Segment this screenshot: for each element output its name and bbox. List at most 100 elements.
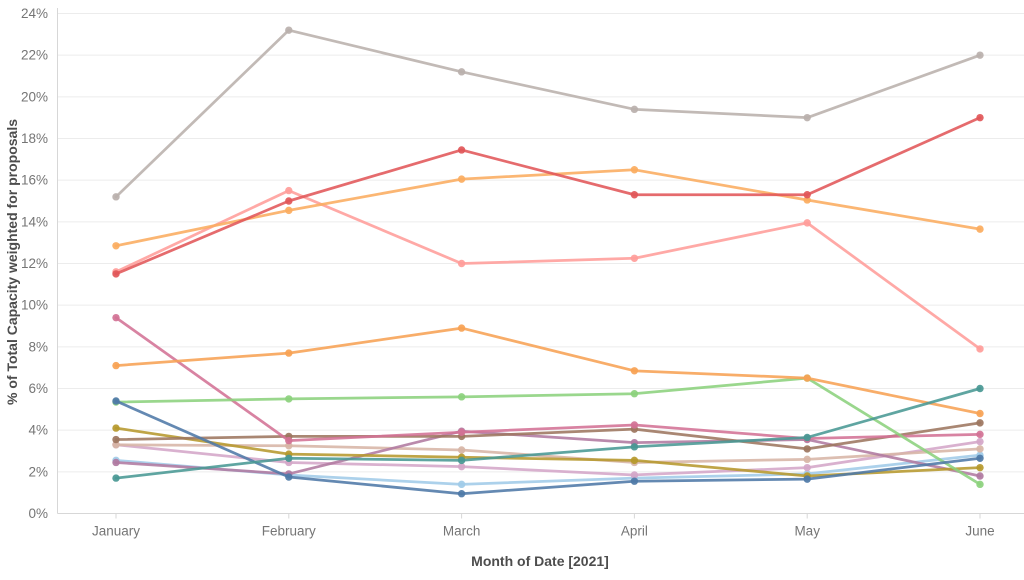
series-point-light-gray <box>112 193 120 201</box>
series-point-magenta <box>630 421 639 429</box>
series-point-brown <box>976 419 984 427</box>
x-tick-label: June <box>965 524 994 539</box>
series-point-light-orange <box>803 196 811 204</box>
series-point-olive <box>976 463 984 472</box>
axes-group <box>57 8 1024 519</box>
series-group <box>112 26 984 498</box>
series-point-tan <box>976 445 984 453</box>
series-point-light-orange <box>976 225 984 233</box>
series-point-blue <box>803 475 811 483</box>
series-point-orange <box>112 361 120 370</box>
series-line-tan <box>114 443 982 464</box>
series-line-light-orange <box>114 168 982 248</box>
series-point-magenta <box>112 313 120 322</box>
series-point-olive <box>630 456 639 465</box>
series-point-red <box>457 146 466 154</box>
y-axis-title: % of Total Capacity weighted for proposa… <box>4 119 20 405</box>
y-tick-label: 14% <box>21 214 48 229</box>
series-point-teal <box>803 433 811 442</box>
series-point-tan <box>112 441 120 449</box>
series-point-light-orange <box>112 242 120 250</box>
series-point-red <box>976 113 984 122</box>
x-tick-label: April <box>621 524 648 539</box>
series-line-red <box>114 116 982 276</box>
series-point-teal <box>457 456 466 465</box>
series-point-red <box>112 270 120 278</box>
series-point-orange <box>457 324 466 332</box>
y-tick-label: 24% <box>21 6 48 21</box>
series-point-teal <box>630 443 639 451</box>
series-point-green <box>976 480 984 489</box>
y-tick-label: 6% <box>28 381 48 396</box>
y-tick-label: 0% <box>28 506 48 521</box>
series-point-orange <box>285 349 293 357</box>
series-point-salmon <box>630 254 639 262</box>
series-point-light-orange <box>630 166 639 174</box>
gridlines-group <box>58 13 1024 473</box>
series-point-red <box>285 197 293 205</box>
series-point-olive <box>112 424 120 432</box>
y-tick-label: 2% <box>28 464 48 479</box>
series-line-brown <box>114 421 982 451</box>
series-point-plum <box>976 437 984 446</box>
series-point-red <box>803 191 811 199</box>
series-point-plum <box>457 462 466 471</box>
series-point-magenta <box>457 428 466 436</box>
series-point-blue <box>630 477 639 485</box>
series-point-green <box>630 390 639 398</box>
y-tick-label: 4% <box>28 423 48 438</box>
series-point-tan <box>285 442 293 450</box>
series-point-light-gray <box>803 113 811 122</box>
series-line-light-gray <box>114 28 982 199</box>
series-point-magenta <box>976 430 984 439</box>
series-point-light-gray <box>630 105 639 114</box>
y-tick-label: 10% <box>21 298 48 313</box>
series-point-light-gray <box>457 68 466 76</box>
series-point-light-blue <box>457 480 466 489</box>
x-tick-label: February <box>262 524 316 539</box>
series-point-salmon <box>457 259 466 268</box>
y-tick-label: 16% <box>21 173 48 188</box>
series-line-magenta <box>114 316 982 442</box>
series-point-green <box>457 393 466 401</box>
series-point-light-gray <box>285 26 293 34</box>
series-point-light-orange <box>285 206 293 215</box>
series-point-salmon <box>976 345 984 353</box>
series-point-orange <box>630 367 639 375</box>
x-tick-label: March <box>443 524 481 539</box>
y-tick-label: 8% <box>28 339 48 354</box>
series-line-blue <box>114 399 982 496</box>
tick-labels-group: January February March April May June 0% 2% 4% 6%… <box>21 6 995 539</box>
series-line-salmon <box>114 189 982 351</box>
y-tick-label: 12% <box>21 256 48 271</box>
series-point-blue <box>457 490 466 498</box>
series-point-orange <box>976 409 984 418</box>
series-point-brown <box>803 445 811 453</box>
series-line-green <box>114 376 982 486</box>
series-point-purple <box>112 458 120 467</box>
series-point-blue <box>285 473 293 481</box>
series-line-orange <box>114 326 982 415</box>
x-tick-label: May <box>794 524 820 539</box>
series-point-blue <box>112 397 120 405</box>
series-point-salmon <box>285 186 293 195</box>
series-line-teal <box>114 387 982 480</box>
series-point-orange <box>803 374 811 382</box>
series-point-green <box>285 395 293 403</box>
series-point-light-orange <box>457 175 466 183</box>
series-point-teal <box>285 454 293 462</box>
series-point-magenta <box>285 436 293 445</box>
x-axis-title: Month of Date [2021] <box>471 553 609 569</box>
series-point-light-gray <box>976 51 984 59</box>
series-point-teal <box>976 384 984 393</box>
series-point-salmon <box>803 219 811 227</box>
series-point-plum <box>803 463 811 472</box>
x-tick-label: January <box>92 524 140 539</box>
series-point-red <box>630 191 639 199</box>
series-line-plum <box>114 440 982 477</box>
y-tick-label: 20% <box>21 89 48 104</box>
series-point-tan <box>457 446 466 454</box>
series-point-teal <box>112 474 120 482</box>
